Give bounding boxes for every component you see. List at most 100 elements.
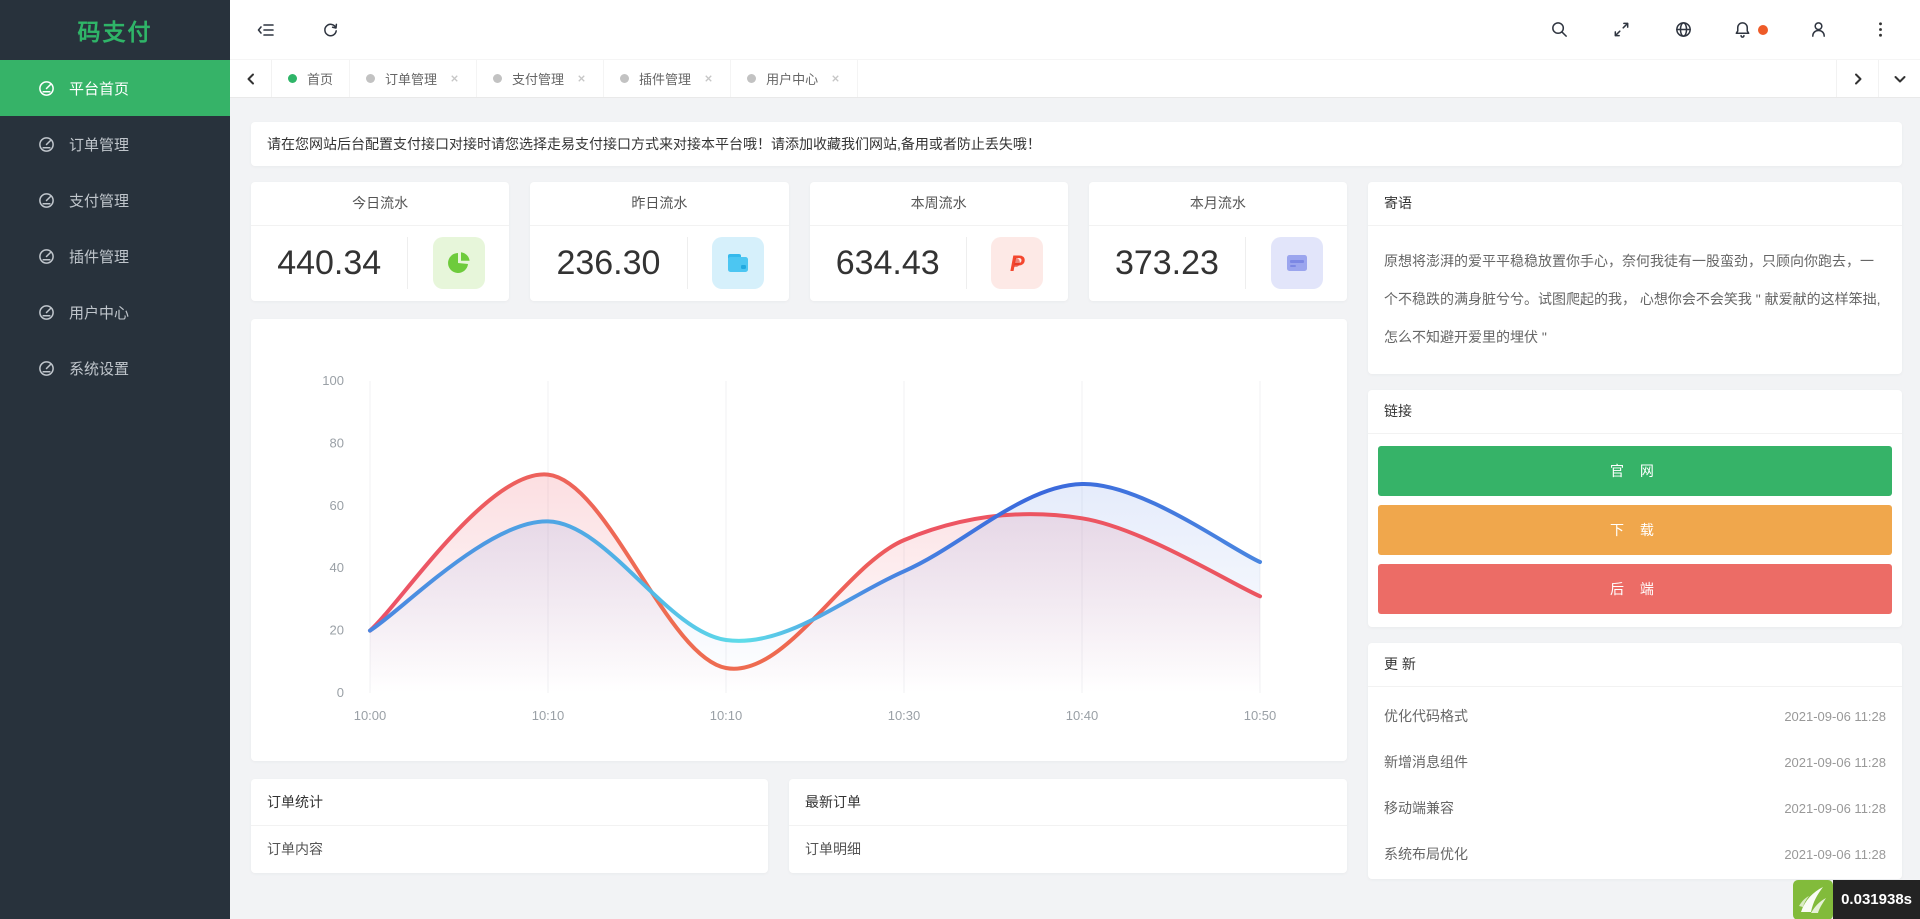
bell-icon[interactable] [1733,18,1768,42]
sidebar-item-payments[interactable]: 支付管理 [0,172,230,228]
svg-text:10:30: 10:30 [888,708,921,723]
tab-status-dot [493,74,503,83]
sidebar-item-label: 平台首页 [69,80,130,98]
notification-badge [1758,24,1768,35]
update-item: 新增消息组件 2021-09-06 11:28 [1384,739,1886,785]
sidebar-item-label: 用户中心 [69,304,130,322]
sidebar-item-settings[interactable]: 系统设置 [0,340,230,396]
svg-text:10:10: 10:10 [710,708,743,723]
card-title: 寄语 [1368,182,1902,226]
line-chart-canvas: 0 20 40 60 80 100 10:00 10:10 10:10 10:30 10:40 10:… [322,373,1276,723]
tab-plugins[interactable]: 插件管理 [604,60,732,97]
card-title: 订单统计 [251,779,768,826]
tab-users[interactable]: 用户中心 [731,60,859,97]
update-item: 移动端兼容 2021-09-06 11:28 [1384,785,1886,831]
sidebar-item-users[interactable]: 用户中心 [0,284,230,340]
tabs-scroll-left-icon[interactable] [230,60,272,97]
sidebar-item-home[interactable]: 平台首页 [0,60,230,116]
notice-bar: 请在您网站后台配置支付接口对接时请您选择走易支付接口方式来对接本平台哦！请添加收… [251,122,1902,166]
tab-status-dot [288,74,297,83]
divider [1245,237,1247,289]
update-item: 优化代码格式 2021-09-06 11:28 [1384,693,1886,739]
stat-cards-row: 今日流水 440.34 昨日流水 [251,182,1347,301]
sidebar-item-label: 支付管理 [69,192,130,210]
divider [407,237,409,289]
refresh-icon[interactable] [318,18,342,42]
pie-chart-icon [432,237,485,289]
collapse-menu-icon[interactable] [254,18,278,42]
sidebar-item-plugins[interactable]: 插件管理 [0,228,230,284]
motto-card: 寄语 原想将澎湃的爱平平稳稳放置你手心，奈何我徒有一股蛮劲，只顾向你跑去，一个不… [1368,182,1902,374]
gauge-icon [38,136,55,153]
paypal-icon: P [991,237,1044,289]
order-stats-card: 订单统计 订单内容 [251,779,768,873]
stat-card-week: 本周流水 634.43 P [809,182,1068,301]
globe-icon[interactable] [1671,18,1695,42]
divider [686,237,688,289]
update-item: 系统布局优化 2021-09-06 11:28 [1384,831,1886,877]
official-site-button[interactable]: 官 网 [1378,446,1892,496]
more-vertical-icon[interactable] [1868,18,1892,42]
tab-label: 订单管理 [385,72,438,87]
updates-card: 更 新 优化代码格式 2021-09-06 11:28 新增消息组件 2021-… [1368,643,1902,879]
update-label: 系统布局优化 [1384,846,1468,862]
gauge-icon [38,192,55,209]
stat-card-today: 今日流水 440.34 [251,182,510,301]
sidebar-item-label: 系统设置 [69,360,130,378]
tab-label: 用户中心 [766,72,819,87]
close-icon[interactable] [830,73,841,84]
update-label: 优化代码格式 [1384,708,1468,724]
svg-text:10:00: 10:00 [354,708,387,723]
app-logo: 码支付 [77,19,153,45]
stat-value: 440.34 [277,243,382,282]
card-title: 更 新 [1368,643,1902,687]
search-icon[interactable] [1547,18,1571,42]
svg-text:100: 100 [322,373,344,388]
gauge-icon [38,248,55,265]
tabs-scroll-right-icon[interactable] [1836,60,1878,97]
tab-label: 插件管理 [639,72,692,87]
update-date: 2021-09-06 11:28 [1784,800,1886,816]
gauge-icon [38,304,55,321]
close-icon[interactable] [576,73,587,84]
stat-title: 本周流水 [809,182,1068,226]
svg-text:60: 60 [330,498,344,513]
sidebar: 码支付 平台首页 订单管理 支付管理 插件管理 用户中心 系统设置 [0,0,230,919]
stat-title: 本月流水 [1088,182,1347,226]
stat-card-month: 本月流水 373.23 [1088,182,1347,301]
stat-title: 今日流水 [251,182,510,226]
motto-text: 原想将澎湃的爱平平稳稳放置你手心，奈何我徒有一股蛮劲，只顾向你跑去，一个不稳跌的… [1384,253,1881,345]
tab-orders[interactable]: 订单管理 [350,60,478,97]
svg-text:80: 80 [330,435,344,450]
latest-orders-card: 最新订单 订单明细 [789,779,1347,873]
content-area: 请在您网站后台配置支付接口对接时请您选择走易支付接口方式来对接本平台哦！请添加收… [230,98,1920,919]
tab-home[interactable]: 首页 [272,60,351,97]
gauge-icon [38,360,55,377]
sidebar-item-label: 订单管理 [69,136,130,154]
tab-status-dot [747,74,757,83]
download-button[interactable]: 下 载 [1378,505,1892,555]
user-icon[interactable] [1806,18,1830,42]
gauge-icon [38,80,55,97]
backend-button[interactable]: 后 端 [1378,564,1892,614]
svg-text:0: 0 [337,685,344,700]
credit-card-icon [1270,237,1323,289]
svg-text:10:40: 10:40 [1066,708,1099,723]
sidebar-item-orders[interactable]: 订单管理 [0,116,230,172]
tab-bar: 首页 订单管理 支付管理 插件管理 [230,60,1920,98]
tab-status-dot [366,74,376,83]
card-content: 订单明细 [805,841,861,857]
card-title: 最新订单 [789,779,1347,826]
stat-title: 昨日流水 [530,182,789,226]
update-date: 2021-09-06 11:28 [1784,754,1886,770]
tabs-menu-chevron-down-icon[interactable] [1878,60,1920,97]
fullscreen-icon[interactable] [1609,18,1633,42]
close-icon[interactable] [449,73,460,84]
trace-time: 0.031938s [1833,880,1920,919]
close-icon[interactable] [703,73,714,84]
svg-text:20: 20 [330,623,344,638]
update-date: 2021-09-06 11:28 [1784,846,1886,862]
flow-line-chart: 0 20 40 60 80 100 10:00 10:10 10:10 10:30 10:40 10:… [251,319,1347,761]
thinkphp-logo[interactable] [1793,879,1834,919]
tab-payments[interactable]: 支付管理 [477,60,605,97]
